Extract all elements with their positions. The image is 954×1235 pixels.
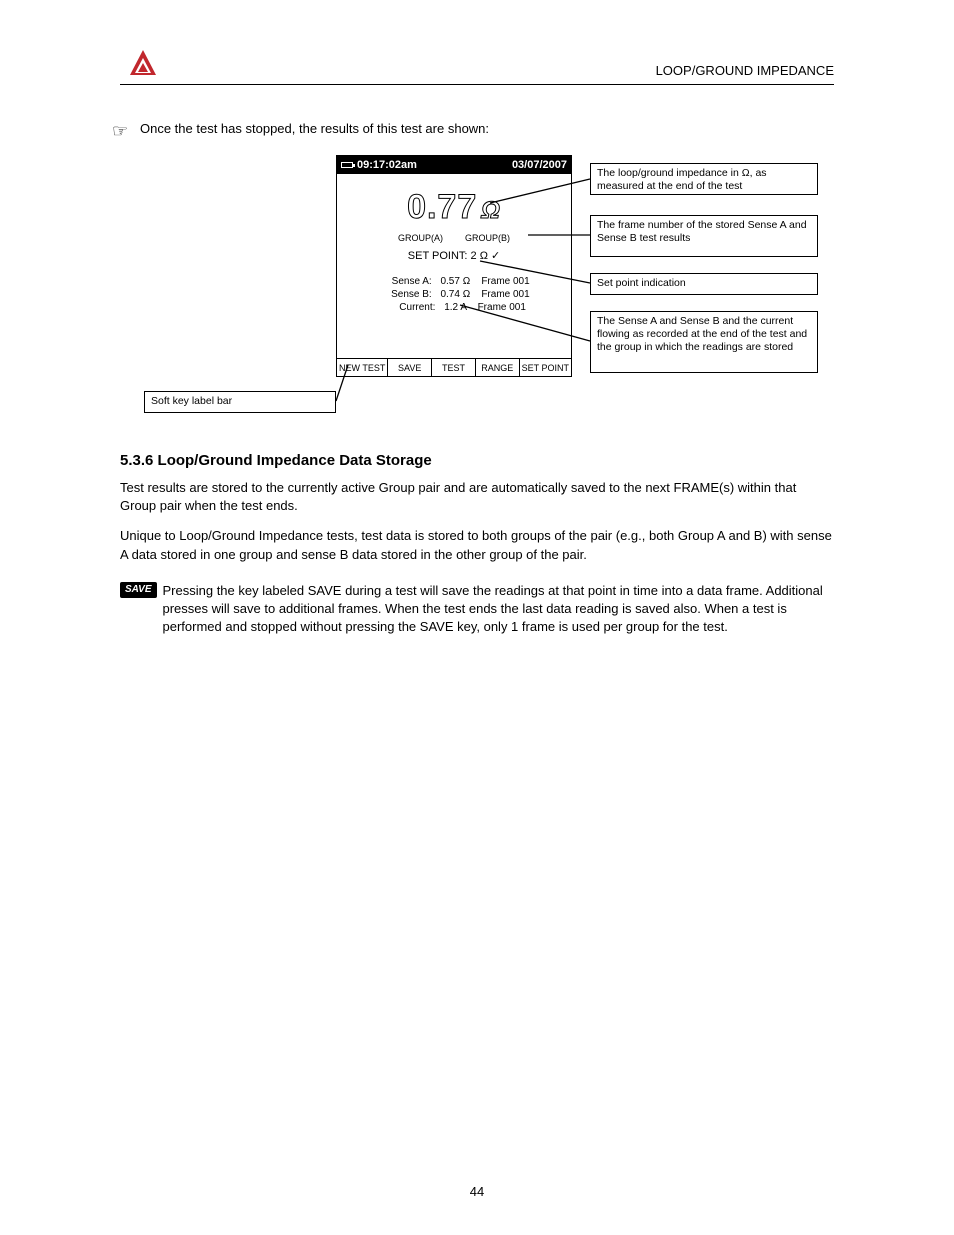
current-frame: Frame 001 <box>478 302 533 313</box>
group-a-label: GROUP(A) <box>398 233 443 243</box>
softkey-test[interactable]: TEST <box>431 359 475 376</box>
sense-a-label: Sense A: <box>372 276 432 287</box>
sense-b-frame: Frame 001 <box>481 289 536 300</box>
page-header: LOOP/GROUND IMPEDANCE <box>128 48 834 78</box>
sub-readings: Sense A: 0.57 Ω Frame 001 Sense B: 0.74 … <box>337 276 571 313</box>
section-p1: Test results are stored to the currently… <box>120 479 834 515</box>
callout-setpoint: Set point indication <box>590 273 818 295</box>
section-p3: Pressing the key labeled SAVE during a t… <box>163 582 835 637</box>
sense-a-frame: Frame 001 <box>481 276 536 287</box>
intro-note: Once the test has stopped, the results o… <box>140 121 860 136</box>
softkey-bar: NEW TEST SAVE TEST RANGE SET POINT <box>337 358 571 376</box>
main-reading-unit: Ω <box>481 197 501 225</box>
section-p2: Unique to Loop/Ground Impedance tests, t… <box>120 527 834 563</box>
setpoint-unit: Ω <box>480 250 488 262</box>
battery-icon <box>341 162 353 168</box>
main-reading-value: 0.77 <box>407 188 477 227</box>
pointing-hand-icon: ☞ <box>112 121 128 142</box>
softkey-range[interactable]: RANGE <box>475 359 519 376</box>
device-screen: 09:17:02am 03/07/2007 0.77 Ω GROUP(A) GR… <box>336 155 572 377</box>
current-label: Current: <box>375 302 435 313</box>
page-number: 44 <box>0 1184 954 1199</box>
header-section-title: LOOP/GROUND IMPEDANCE <box>656 63 834 78</box>
sense-b-value: 0.74 Ω <box>440 289 470 300</box>
softkey-save[interactable]: SAVE <box>387 359 431 376</box>
group-labels: GROUP(A) GROUP(B) <box>337 233 571 243</box>
group-b-label: GROUP(B) <box>465 233 510 243</box>
callout-softkeys: Soft key label bar <box>144 391 336 413</box>
result-screen-diagram: 09:17:02am 03/07/2007 0.77 Ω GROUP(A) GR… <box>120 155 840 435</box>
callout-frames: The frame number of the stored Sense A a… <box>590 215 818 257</box>
softkey-setpoint[interactable]: SET POINT <box>519 359 571 376</box>
callout-impedance: The loop/ground impedance in Ω, as measu… <box>590 163 818 195</box>
sense-a-value: 0.57 Ω <box>440 276 470 287</box>
setpoint-check-icon: ✓ <box>491 250 500 262</box>
screen-body: 0.77 Ω GROUP(A) GROUP(B) SET POINT: 2 Ω … <box>337 174 571 358</box>
setpoint-value: 2 <box>471 250 477 262</box>
titlebar-time: 09:17:02am <box>357 159 417 171</box>
setpoint-label: SET POINT: <box>408 250 468 262</box>
softkey-new-test[interactable]: NEW TEST <box>337 359 387 376</box>
titlebar-date: 03/07/2007 <box>512 159 567 171</box>
callout-sense: The Sense A and Sense B and the current … <box>590 311 818 373</box>
save-key-icon: SAVE <box>120 582 157 598</box>
screen-titlebar: 09:17:02am 03/07/2007 <box>337 156 571 174</box>
sense-b-label: Sense B: <box>372 289 432 300</box>
current-value: 1.2 A <box>444 302 466 313</box>
section-heading: 5.3.6 Loop/Ground Impedance Data Storage <box>120 450 834 471</box>
setpoint-row: SET POINT: 2 Ω ✓ <box>337 249 571 262</box>
section-storage: 5.3.6 Loop/Ground Impedance Data Storage… <box>120 450 834 636</box>
brand-logo <box>128 48 158 78</box>
header-rule <box>120 84 834 85</box>
